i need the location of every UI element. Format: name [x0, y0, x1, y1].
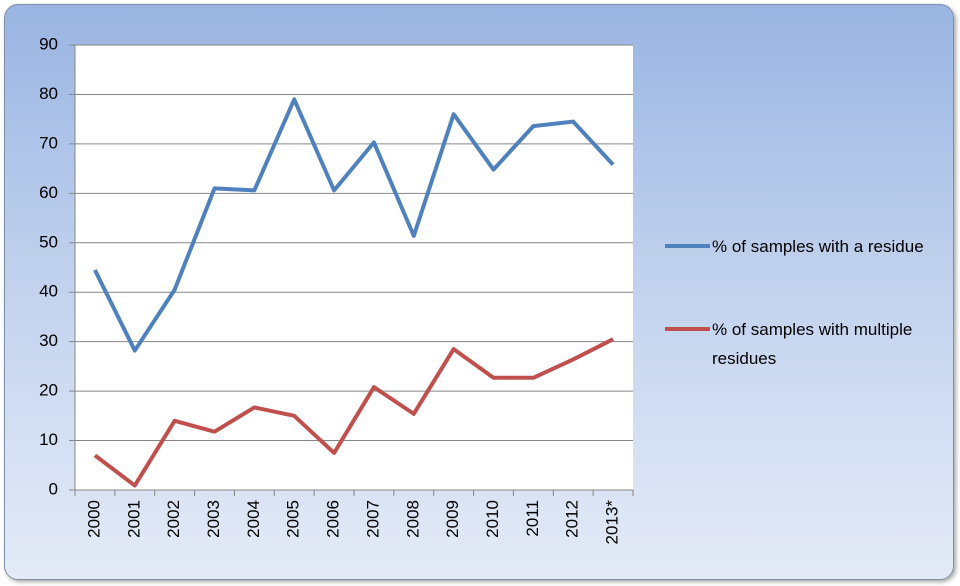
- y-tick-label: 10: [39, 430, 58, 449]
- y-tick-label: 0: [49, 479, 58, 498]
- y-tick-label: 80: [39, 84, 58, 103]
- x-tick-label: 2002: [164, 500, 183, 538]
- x-tick-label: 2011: [523, 500, 542, 537]
- y-tick-label: 30: [39, 331, 58, 350]
- x-tick-label: 2003: [204, 500, 223, 538]
- y-tick-label: 60: [39, 183, 58, 202]
- x-tick-label: 2006: [324, 500, 343, 538]
- y-tick-label: 20: [39, 381, 58, 400]
- y-tick-label: 40: [39, 282, 58, 301]
- x-tick-label: 2008: [403, 500, 422, 538]
- y-tick-label: 90: [39, 34, 58, 53]
- series-line: [93, 337, 614, 488]
- y-tick-label: 70: [39, 133, 58, 152]
- x-tick-label: 2005: [284, 500, 303, 538]
- x-tick-label: 2004: [244, 500, 263, 538]
- series-line: [93, 97, 615, 353]
- legend-label: % of samples with a residue: [712, 237, 924, 256]
- plot-area: [75, 45, 633, 490]
- y-tick-label: 50: [39, 232, 58, 251]
- x-tick-label: 2012: [563, 500, 582, 538]
- x-tick-label: 2000: [84, 500, 103, 538]
- x-tick-label: 2009: [443, 500, 462, 538]
- x-tick-label: 2007: [363, 500, 382, 538]
- x-tick-label: 2010: [483, 500, 502, 538]
- x-tick-label: 2001: [124, 500, 143, 538]
- legend-label: % of samples with multiple residues: [712, 320, 913, 368]
- x-tick-label: 2013*: [603, 500, 622, 545]
